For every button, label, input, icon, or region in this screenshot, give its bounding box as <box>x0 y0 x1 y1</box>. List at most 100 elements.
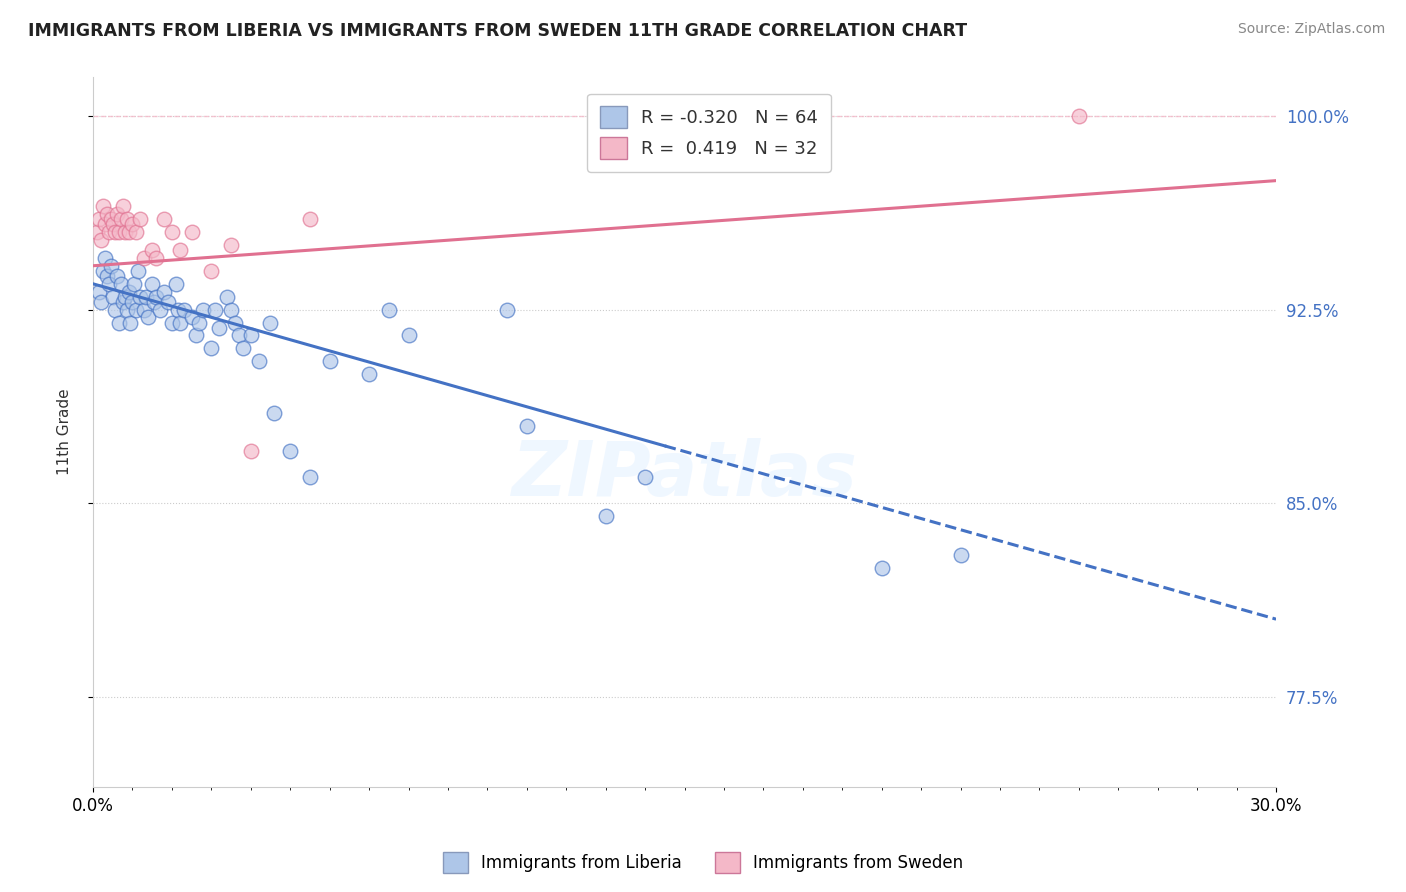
Point <box>200 264 222 278</box>
Point <box>107 225 129 239</box>
Point <box>496 302 519 317</box>
Point <box>105 207 128 221</box>
Point <box>160 316 183 330</box>
Point <box>111 199 134 213</box>
Point <box>165 277 187 291</box>
Point <box>97 225 120 239</box>
Point <box>127 264 149 278</box>
Point <box>357 367 380 381</box>
Point <box>298 470 321 484</box>
Point <box>193 302 215 317</box>
Legend: Immigrants from Liberia, Immigrants from Sweden: Immigrants from Liberia, Immigrants from… <box>436 846 970 880</box>
Point <box>228 328 250 343</box>
Point <box>115 212 138 227</box>
Point <box>232 341 254 355</box>
Point <box>135 290 157 304</box>
Point <box>224 316 246 330</box>
Point <box>141 277 163 291</box>
Point <box>141 244 163 258</box>
Point <box>111 294 134 309</box>
Point <box>239 444 262 458</box>
Text: IMMIGRANTS FROM LIBERIA VS IMMIGRANTS FROM SWEDEN 11TH GRADE CORRELATION CHART: IMMIGRANTS FROM LIBERIA VS IMMIGRANTS FR… <box>28 22 967 40</box>
Legend: R = -0.320   N = 64, R =  0.419   N = 32: R = -0.320 N = 64, R = 0.419 N = 32 <box>588 94 831 172</box>
Point <box>97 277 120 291</box>
Point <box>115 302 138 317</box>
Point <box>120 316 142 330</box>
Point <box>91 264 114 278</box>
Point <box>208 320 231 334</box>
Point <box>114 225 136 239</box>
Point <box>134 302 156 317</box>
Point <box>129 290 152 304</box>
Point <box>86 225 108 239</box>
Point <box>104 302 127 317</box>
Point <box>121 218 143 232</box>
Point <box>156 294 179 309</box>
Point <box>129 212 152 227</box>
Point <box>204 302 226 317</box>
Point <box>870 560 893 574</box>
Text: Source: ZipAtlas.com: Source: ZipAtlas.com <box>1237 22 1385 37</box>
Point <box>100 212 122 227</box>
Point <box>145 251 167 265</box>
Point <box>200 341 222 355</box>
Point <box>247 354 270 368</box>
Point <box>153 285 176 299</box>
Point <box>110 277 132 291</box>
Point <box>100 259 122 273</box>
Point <box>259 316 281 330</box>
Point <box>104 225 127 239</box>
Point <box>595 508 617 523</box>
Point <box>149 302 172 317</box>
Point <box>949 548 972 562</box>
Point <box>378 302 401 317</box>
Point <box>101 290 124 304</box>
Point <box>124 277 146 291</box>
Point <box>169 316 191 330</box>
Point <box>117 285 139 299</box>
Point <box>110 212 132 227</box>
Point <box>136 310 159 325</box>
Point <box>125 302 148 317</box>
Y-axis label: 11th Grade: 11th Grade <box>58 389 72 475</box>
Point <box>1067 109 1090 123</box>
Point <box>94 251 117 265</box>
Point <box>298 212 321 227</box>
Point <box>188 316 211 330</box>
Point <box>101 218 124 232</box>
Text: ZIPatlas: ZIPatlas <box>512 438 858 512</box>
Point <box>263 406 285 420</box>
Point <box>105 268 128 283</box>
Point <box>121 294 143 309</box>
Point <box>634 470 657 484</box>
Point <box>117 225 139 239</box>
Point <box>217 290 239 304</box>
Point <box>96 268 118 283</box>
Point <box>114 290 136 304</box>
Point <box>516 418 538 433</box>
Point <box>278 444 301 458</box>
Point <box>160 225 183 239</box>
Point <box>87 212 110 227</box>
Point <box>239 328 262 343</box>
Point <box>180 225 202 239</box>
Point <box>87 285 110 299</box>
Point <box>173 302 195 317</box>
Point <box>145 290 167 304</box>
Point <box>184 328 207 343</box>
Point <box>398 328 420 343</box>
Point <box>153 212 176 227</box>
Point <box>94 218 117 232</box>
Point <box>166 302 188 317</box>
Point <box>143 294 166 309</box>
Point <box>125 225 148 239</box>
Point <box>219 302 242 317</box>
Point <box>91 199 114 213</box>
Point <box>169 244 191 258</box>
Point <box>219 238 242 252</box>
Point <box>134 251 156 265</box>
Point <box>90 294 112 309</box>
Point <box>90 233 112 247</box>
Point <box>107 316 129 330</box>
Point <box>180 310 202 325</box>
